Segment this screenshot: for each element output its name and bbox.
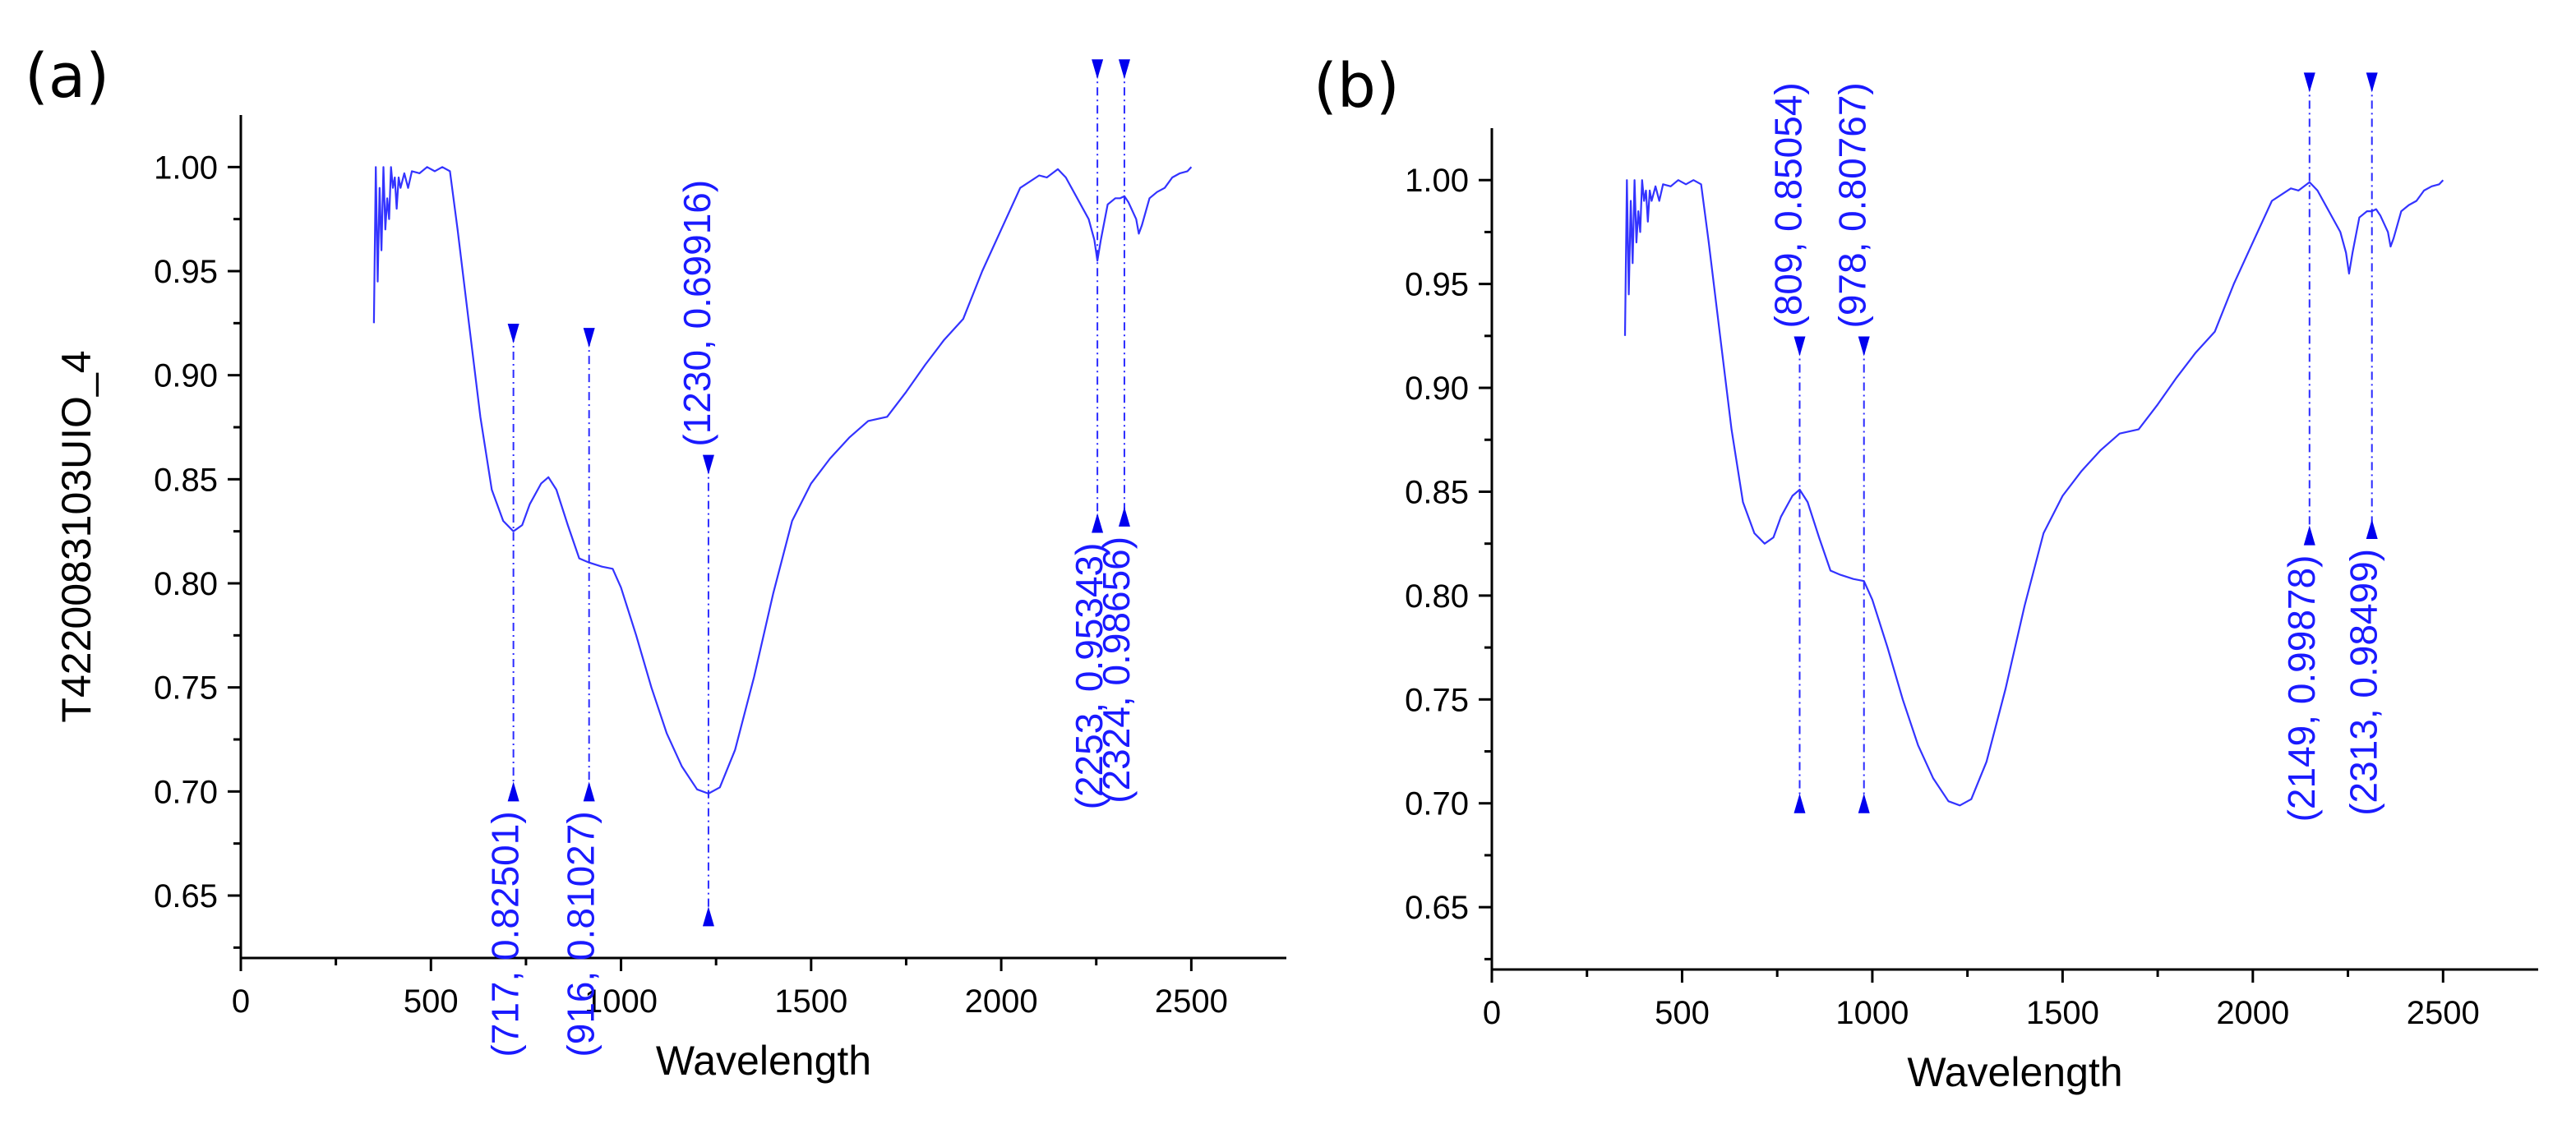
y-tick-label: 0.95: [154, 254, 218, 290]
y-tick-label: 0.90: [1405, 371, 1469, 407]
annotation-arrow-up: [1794, 793, 1806, 813]
annotation-label: (2313, 0.98499): [2343, 549, 2385, 816]
annotation-label: (916, 0.81027): [560, 811, 602, 1057]
annotation-label: (1230, 0.69916): [676, 180, 718, 447]
annotation-arrow-up: [507, 781, 519, 802]
panel-label: (a): [25, 41, 109, 112]
y-tick-label: 0.95: [1405, 267, 1469, 303]
y-tick-label: 0.70: [154, 774, 218, 810]
peak-annotation: (809, 0.85054): [1766, 82, 1809, 813]
peak-annotation: (978, 0.80767): [1831, 82, 1874, 813]
x-tick-label: 2500: [1155, 983, 1228, 1020]
panel-label: (b): [1313, 51, 1400, 122]
annotation-label: (2324, 0.98656): [1095, 537, 1138, 804]
annotation-label: (717, 0.82501): [484, 811, 527, 1057]
annotation-label: (809, 0.85054): [1766, 82, 1809, 328]
y-tick-label: 0.70: [1405, 786, 1469, 822]
peak-annotation: (2253, 0.95343): [1068, 59, 1110, 809]
annotation-label: (2149, 0.99878): [2280, 555, 2323, 822]
chart-panel-a: (a) 0 500 1000 1500 2000 2500 0.65 0.70 0.75 0.80 0…: [25, 41, 1286, 1084]
series-line: [372, 166, 1193, 794]
annotation-arrow-down: [1858, 336, 1870, 357]
x-tick-label: 2000: [2216, 995, 2289, 1031]
annotation-arrow-down: [507, 324, 519, 343]
annotation-arrow-up: [702, 906, 714, 927]
y-tick-label: 0.85: [1405, 474, 1469, 510]
x-axis-title: Wavelength: [656, 1038, 871, 1084]
peak-annotation: (2313, 0.98499): [2343, 72, 2385, 816]
annotation-arrow-up: [2303, 525, 2315, 546]
annotation-arrow-down: [1794, 336, 1806, 357]
y-tick-label: 1.00: [1405, 163, 1469, 199]
chart-panel-b: (b) 0 500 1000 1500 2000 2500 0.65 0.70 0.75 0.80 0…: [1313, 51, 2538, 1095]
peak-annotation: (2149, 0.99878): [2280, 72, 2323, 822]
annotation-arrow-down: [583, 328, 595, 348]
x-tick-label: 500: [1655, 995, 1710, 1031]
peak-annotation: (717, 0.82501): [484, 324, 527, 1057]
y-tick-label: 0.80: [154, 566, 218, 602]
annotation-label: (2253, 0.95343): [1068, 543, 1110, 810]
annotation-label: (978, 0.80767): [1831, 82, 1874, 328]
x-tick-label: 1000: [584, 983, 658, 1020]
y-tick-label: 0.85: [154, 462, 218, 498]
y-tick-label: 0.80: [1405, 578, 1469, 615]
x-tick-label: 1500: [2026, 995, 2099, 1031]
x-tick-label: 500: [404, 983, 459, 1020]
annotation-arrow-down: [2366, 72, 2378, 93]
annotation-arrow-up: [1092, 513, 1104, 533]
x-tick-label: 1000: [1835, 995, 1909, 1031]
y-tick-label: 0.90: [154, 358, 218, 394]
annotation-arrow-up: [583, 781, 595, 802]
annotation-arrow-up: [1858, 793, 1870, 813]
annotation-arrow-down: [702, 454, 714, 475]
peak-annotation: (1230, 0.69916): [676, 180, 718, 927]
x-axis-title: Wavelength: [1907, 1049, 2122, 1095]
y-tick-label: 0.65: [154, 878, 218, 914]
y-tick-label: 1.00: [154, 150, 218, 186]
peak-annotation: (2324, 0.98656): [1095, 59, 1138, 804]
series-line: [1623, 179, 2444, 807]
annotation-arrow-down: [2303, 72, 2315, 93]
x-tick-label: 2500: [2407, 995, 2480, 1031]
annotation-arrow-down: [1092, 59, 1104, 80]
x-tick-label: 0: [1483, 995, 1501, 1031]
y-tick-label: 0.75: [1405, 682, 1469, 718]
peak-annotation: (916, 0.81027): [560, 328, 602, 1057]
annotation-arrow-up: [1118, 506, 1130, 527]
annotation-arrow-up: [2366, 518, 2378, 539]
y-axis-title: T4220083103UIO_4: [53, 350, 99, 722]
x-tick-label: 2000: [965, 983, 1038, 1020]
y-tick-label: 0.65: [1405, 890, 1469, 926]
x-tick-label: 1500: [774, 983, 847, 1020]
x-tick-label: 0: [232, 983, 250, 1020]
y-tick-label: 0.75: [154, 670, 218, 707]
annotation-arrow-down: [1118, 59, 1130, 80]
